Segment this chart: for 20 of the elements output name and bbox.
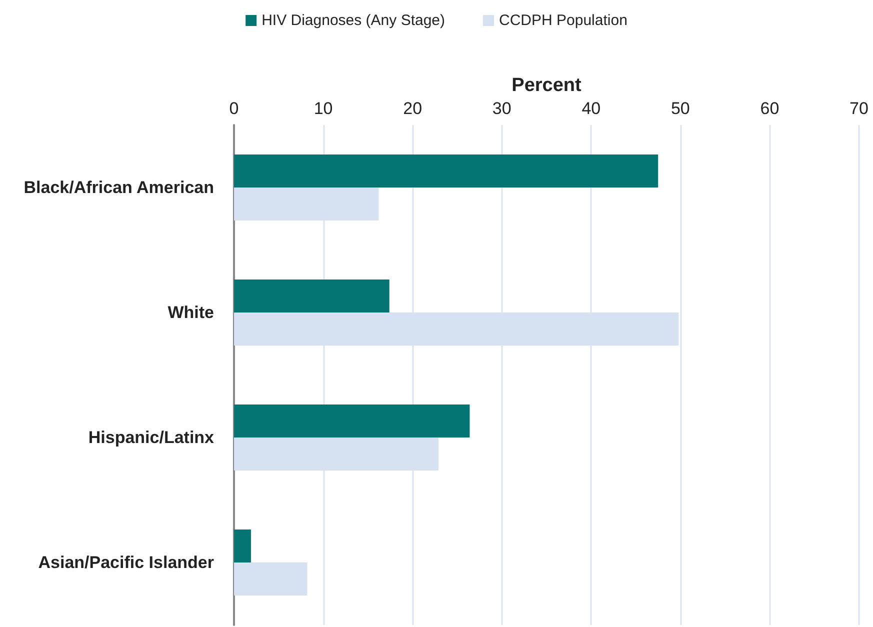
y-tick-label: Asian/Pacific Islander xyxy=(38,553,214,572)
y-tick-label: Hispanic/Latinx xyxy=(88,428,215,447)
bar xyxy=(234,530,251,562)
y-tick-label: Black/African American xyxy=(24,178,214,197)
x-tick-label: 10 xyxy=(314,99,333,118)
x-tick-label: 30 xyxy=(492,99,512,118)
bar xyxy=(234,154,658,188)
bar xyxy=(234,280,390,312)
y-tick-label: White xyxy=(168,303,214,322)
x-tick-label: 0 xyxy=(229,99,239,118)
x-tick-label: 50 xyxy=(670,99,690,118)
x-axis-title: Percent xyxy=(512,75,582,96)
legend-label: CCDPH Population xyxy=(499,12,628,29)
legend-label: HIV Diagnoses (Any Stage) xyxy=(262,12,446,29)
bar xyxy=(234,404,470,438)
x-tick-label: 60 xyxy=(760,99,780,118)
x-tick-label: 40 xyxy=(582,99,601,118)
bar xyxy=(234,562,308,596)
x-tick-label: 70 xyxy=(850,99,868,118)
x-tick-label: 20 xyxy=(403,99,422,118)
